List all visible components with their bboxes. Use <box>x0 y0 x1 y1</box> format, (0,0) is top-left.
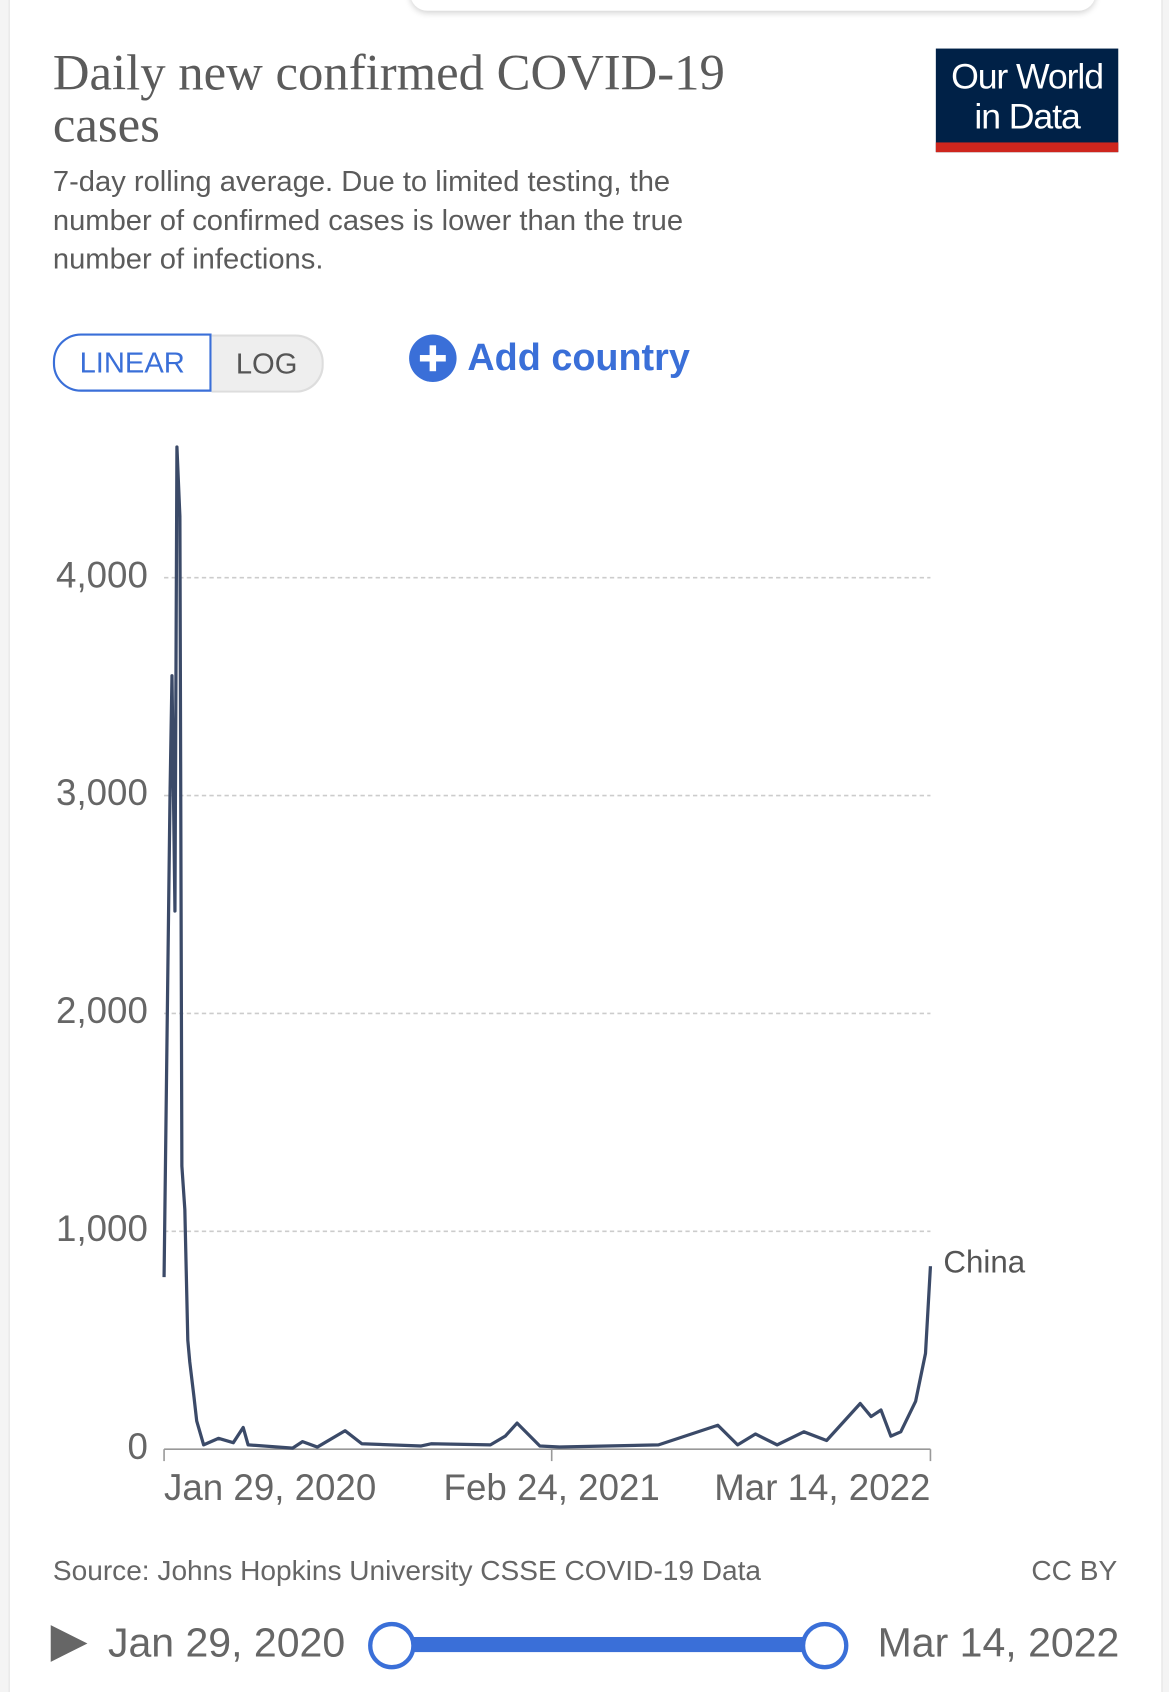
series-line <box>162 445 933 1450</box>
chart-card <box>8 0 1163 1692</box>
x-tick-label: Feb 24, 2021 <box>444 1467 660 1508</box>
x-tick-label: Jan 29, 2020 <box>164 1467 376 1508</box>
chart-subtitle: 7-day rolling average. Due to limited te… <box>52 165 684 276</box>
timeline-end-handle[interactable] <box>800 1621 849 1670</box>
timeline-start: Jan 29, 2020 <box>107 1620 346 1667</box>
series-label: China <box>943 1244 1025 1279</box>
log-toggle[interactable]: LOG <box>211 334 324 393</box>
chart-title: Daily new confirmed COVID-19 cases <box>52 45 725 154</box>
timeline-track[interactable] <box>389 1636 825 1653</box>
x-tick-label: Mar 14, 2022 <box>714 1467 930 1508</box>
linear-toggle[interactable]: LINEAR <box>52 333 212 392</box>
y-tick-label: 1,000 <box>56 1208 148 1249</box>
timeline-start-handle[interactable] <box>368 1621 416 1670</box>
play-button[interactable] <box>50 1625 88 1662</box>
add-country-button[interactable]: Add country <box>409 333 690 383</box>
plus-icon <box>409 334 457 383</box>
y-tick-label: 4,000 <box>56 554 148 595</box>
add-country-label: Add country <box>467 336 690 379</box>
logo-text: Our World in Data <box>951 55 1104 136</box>
y-tick-label: 2,000 <box>56 990 148 1031</box>
y-tick-label: 0 <box>127 1426 147 1467</box>
source: Source: Johns Hopkins University CSSE CO… <box>52 1553 762 1587</box>
license-link[interactable]: CC BY <box>1031 1553 1118 1587</box>
timeline-end: Mar 14, 2022 <box>877 1620 1120 1667</box>
popup-edge <box>410 0 1096 11</box>
y-tick-label: 3,000 <box>56 772 148 813</box>
logo[interactable]: Our World in Data <box>935 48 1119 153</box>
